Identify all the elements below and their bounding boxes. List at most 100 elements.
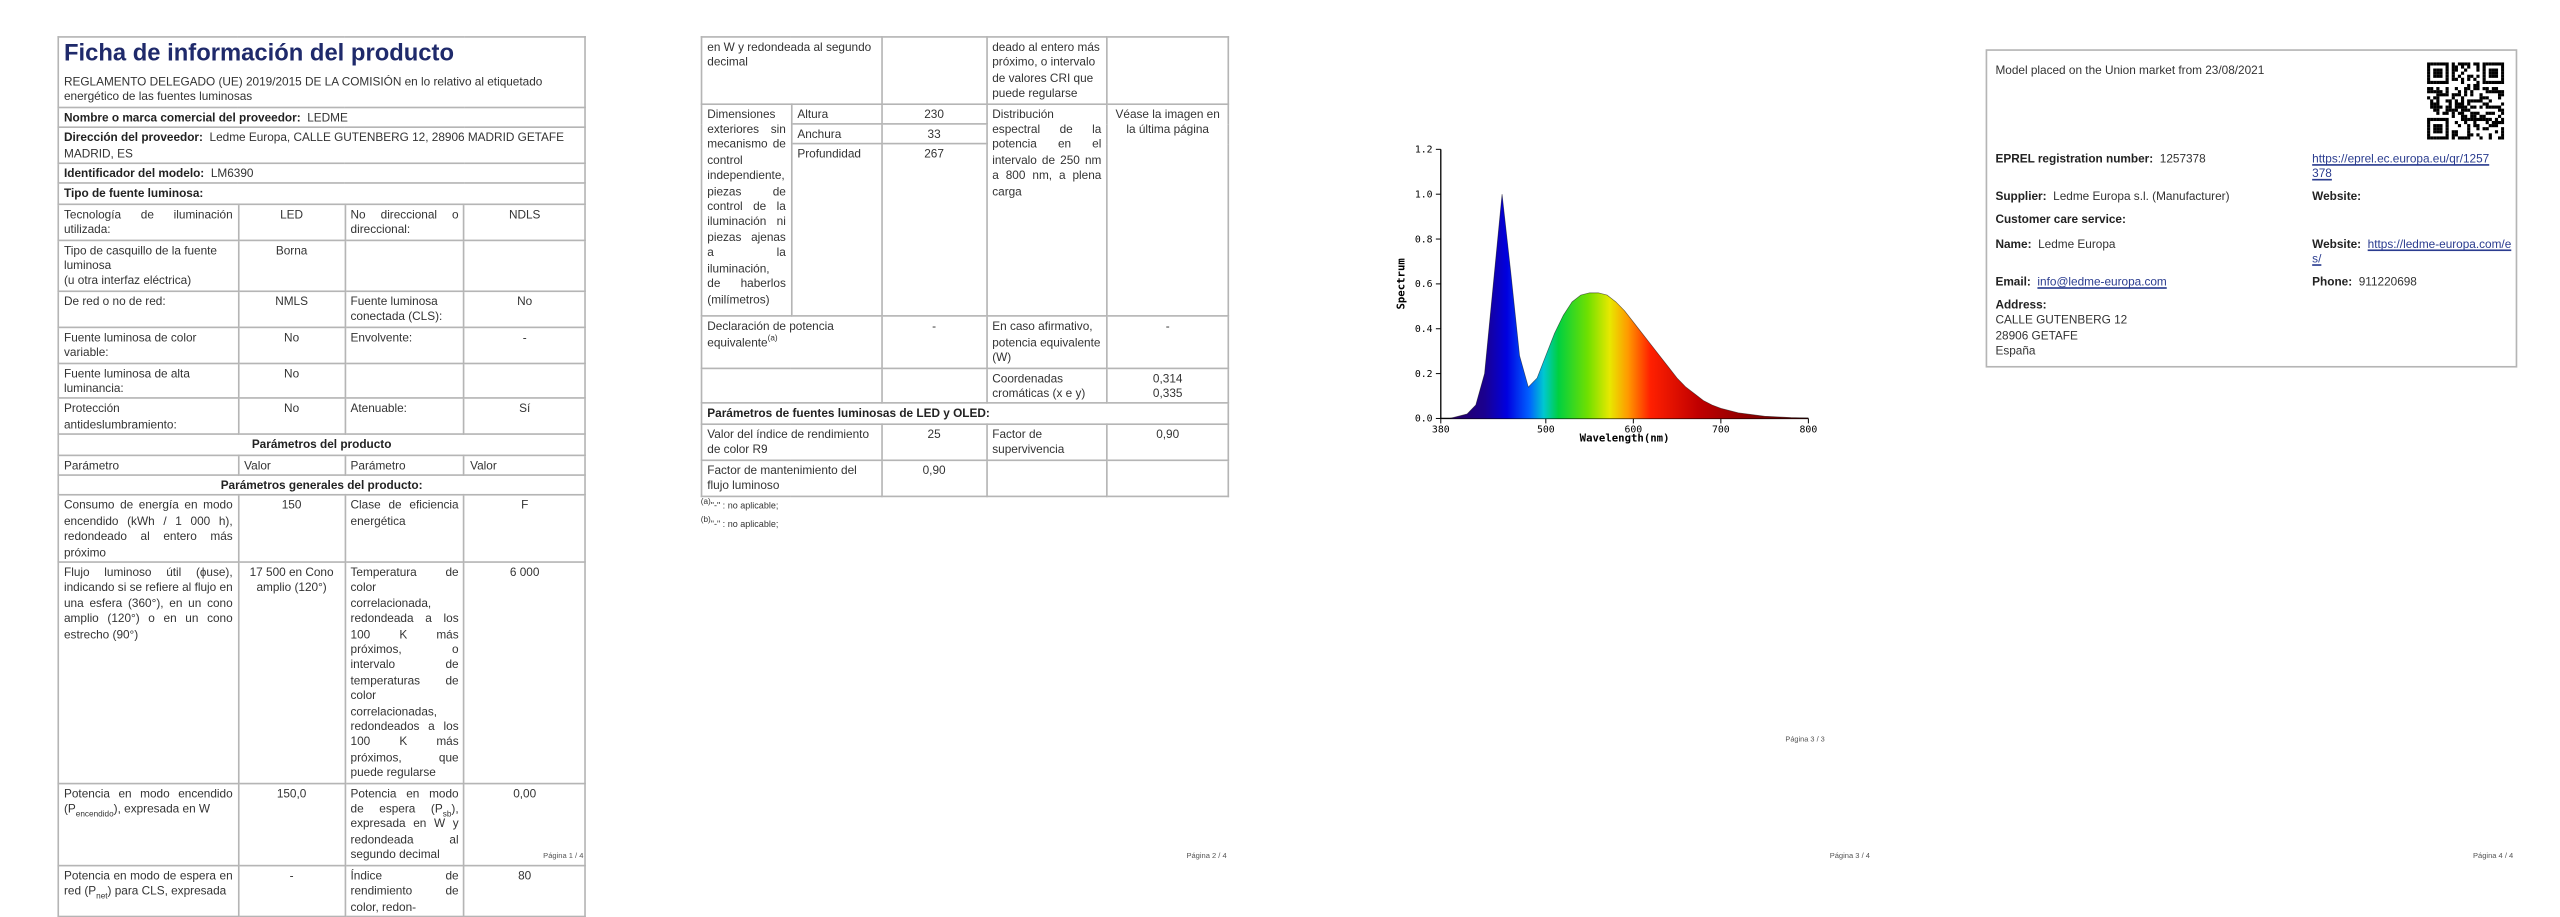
qr-module	[2464, 93, 2468, 97]
page-2: en W y redondeada al segundo decimal dea…	[700, 36, 1230, 534]
qr-module	[2427, 117, 2431, 122]
cell: Potencia en modo encendido (Pencendido),…	[57, 782, 240, 866]
qr-module	[2482, 62, 2486, 66]
qr-module	[2451, 65, 2455, 69]
y-tick-label: 0.2	[1415, 369, 1433, 380]
subscript: sb	[442, 809, 452, 820]
column-header: Parámetro	[343, 453, 466, 476]
qr-module	[2439, 105, 2443, 109]
qr-module	[2457, 62, 2462, 66]
qr-module	[2467, 102, 2471, 106]
supplier-website-label: Website:	[2312, 188, 2362, 204]
qr-module	[2436, 90, 2440, 94]
subscript: encendido	[75, 809, 114, 820]
qr-module	[2433, 68, 2437, 72]
text: ), expresada en W y redondeada al segund…	[350, 800, 459, 862]
qr-module	[2501, 102, 2505, 106]
qr-module	[2467, 130, 2471, 134]
cell: 0,90	[880, 458, 988, 497]
cell: Anchura	[790, 123, 883, 146]
address: Address: CALLE GUTENBERG 12 28906 GETAFE…	[1995, 297, 2127, 359]
qr-module	[2479, 117, 2483, 122]
qr-module	[2460, 117, 2465, 122]
x-tick-label: 600	[1624, 424, 1642, 435]
qr-module	[2451, 71, 2455, 75]
qr-module	[2476, 133, 2480, 137]
qr-module	[2433, 80, 2437, 85]
qr-module	[2467, 124, 2471, 128]
qr-module	[2427, 71, 2431, 75]
qr-module	[2436, 111, 2440, 115]
qr-module	[2445, 130, 2449, 134]
qr-module	[2497, 80, 2502, 85]
qr-module	[2464, 120, 2468, 125]
qr-module	[2460, 96, 2465, 100]
eprel-link[interactable]: https://eprel.ec.europa.eu/qr/1257378	[2312, 150, 2490, 182]
qr-module	[2464, 136, 2468, 140]
qr-module	[2497, 114, 2502, 118]
qr-module	[2491, 105, 2495, 109]
qr-module	[2460, 65, 2465, 69]
cell: Fuente luminosa de alta luminancia:	[57, 361, 240, 400]
qr-module	[2454, 133, 2458, 137]
qr-module	[2476, 99, 2480, 103]
qr-module	[2445, 111, 2449, 115]
qr-module	[2430, 90, 2434, 94]
value: LM6390	[210, 165, 254, 181]
qr-module	[2470, 93, 2474, 97]
qr-module	[2491, 62, 2495, 66]
cell: Sí	[463, 397, 586, 436]
qr-module	[2488, 99, 2492, 103]
cell: 0,00	[463, 782, 586, 866]
qr-module	[2448, 99, 2452, 103]
qr-module	[2457, 105, 2462, 109]
cell: Tecnología de iluminación utilizada:	[57, 203, 240, 241]
qr-module	[2476, 74, 2480, 78]
qr-module	[2473, 117, 2477, 122]
spectrum-line	[1440, 194, 1809, 419]
qr-module	[2439, 62, 2443, 66]
cell: 0,90	[1106, 423, 1230, 461]
qr-module	[2451, 133, 2455, 137]
cell: Coordenadas cromáticas (x e y)	[985, 367, 1108, 405]
cell: Factor de supervivencia	[985, 423, 1108, 461]
qr-module	[2439, 74, 2443, 78]
qr-module	[2442, 80, 2446, 85]
qr-module	[2501, 71, 2505, 75]
qr-module	[2454, 102, 2458, 106]
qr-module	[2488, 124, 2492, 128]
qr-module	[2501, 90, 2505, 94]
qr-module	[2448, 105, 2452, 109]
qr-module	[2460, 114, 2465, 118]
qr-module	[2436, 105, 2440, 109]
cell	[463, 239, 586, 292]
cell: -	[880, 315, 988, 369]
title: Ficha de información del producto	[63, 41, 455, 68]
y-tick-label: 0.8	[1415, 234, 1433, 245]
qr-module	[2451, 108, 2455, 112]
cell: 267	[880, 143, 988, 318]
qr-module	[2470, 105, 2474, 109]
qr-module	[2430, 62, 2434, 66]
cell: Potencia en modo de espera (Psb), expres…	[343, 782, 466, 866]
market-date: Model placed on the Union market from 23…	[1995, 62, 2265, 78]
notes: (a)"-" : no aplicable; (b)"-" : no aplic…	[701, 498, 1229, 534]
qr-module	[2460, 77, 2465, 81]
cell: 150,0	[237, 782, 346, 866]
qr-module	[2501, 65, 2505, 69]
qr-module	[2445, 74, 2449, 78]
qr-module	[2457, 136, 2462, 140]
qr-module	[2436, 74, 2440, 78]
qr-module	[2454, 130, 2458, 134]
website-link[interactable]: https://ledme-europa.com/es/	[2312, 236, 2512, 267]
qr-module	[2436, 71, 2440, 75]
eprel-number: EPREL registration number: 1257378	[1995, 151, 2205, 166]
address-line: 28906 GETAFE	[1995, 327, 2078, 343]
qr-module	[2494, 62, 2499, 66]
qr-module	[2476, 65, 2480, 69]
cell	[880, 36, 988, 105]
qr-module	[2454, 108, 2458, 112]
qr-module	[2427, 136, 2431, 140]
qr-module	[2454, 120, 2458, 125]
email-link[interactable]: info@ledme-europa.com	[2037, 274, 2167, 289]
